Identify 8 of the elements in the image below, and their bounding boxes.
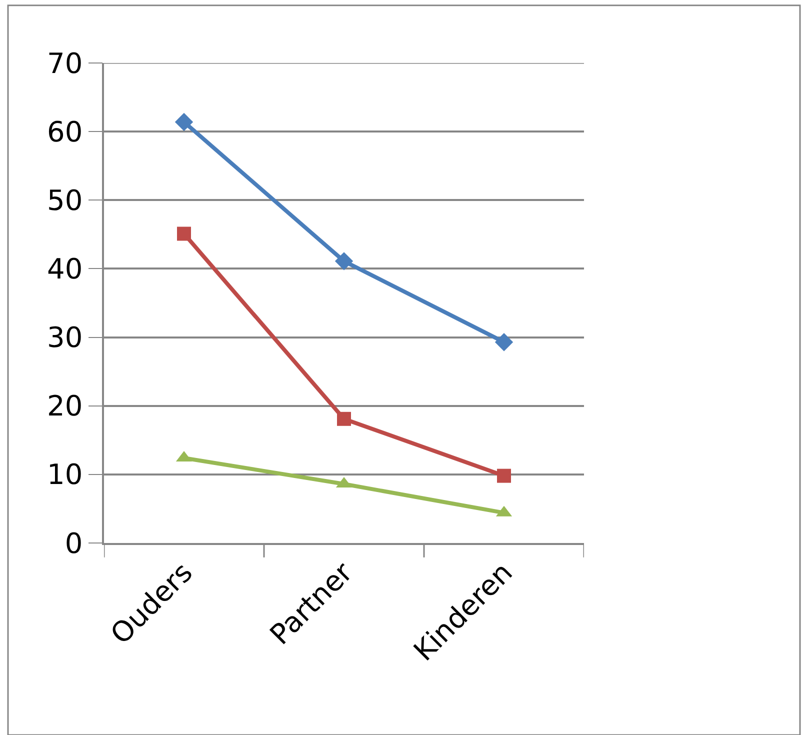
y-tick-label: 30: [47, 321, 83, 354]
y-tick-label: 50: [47, 184, 83, 217]
y-tick-label: 70: [47, 46, 83, 80]
y-tick-label: 40: [47, 252, 83, 286]
y-tick-label: 20: [47, 390, 83, 423]
y-tick-label: 10: [47, 458, 83, 492]
y-tick-label: 0: [64, 526, 83, 560]
y-tick-label: 60: [47, 115, 83, 148]
